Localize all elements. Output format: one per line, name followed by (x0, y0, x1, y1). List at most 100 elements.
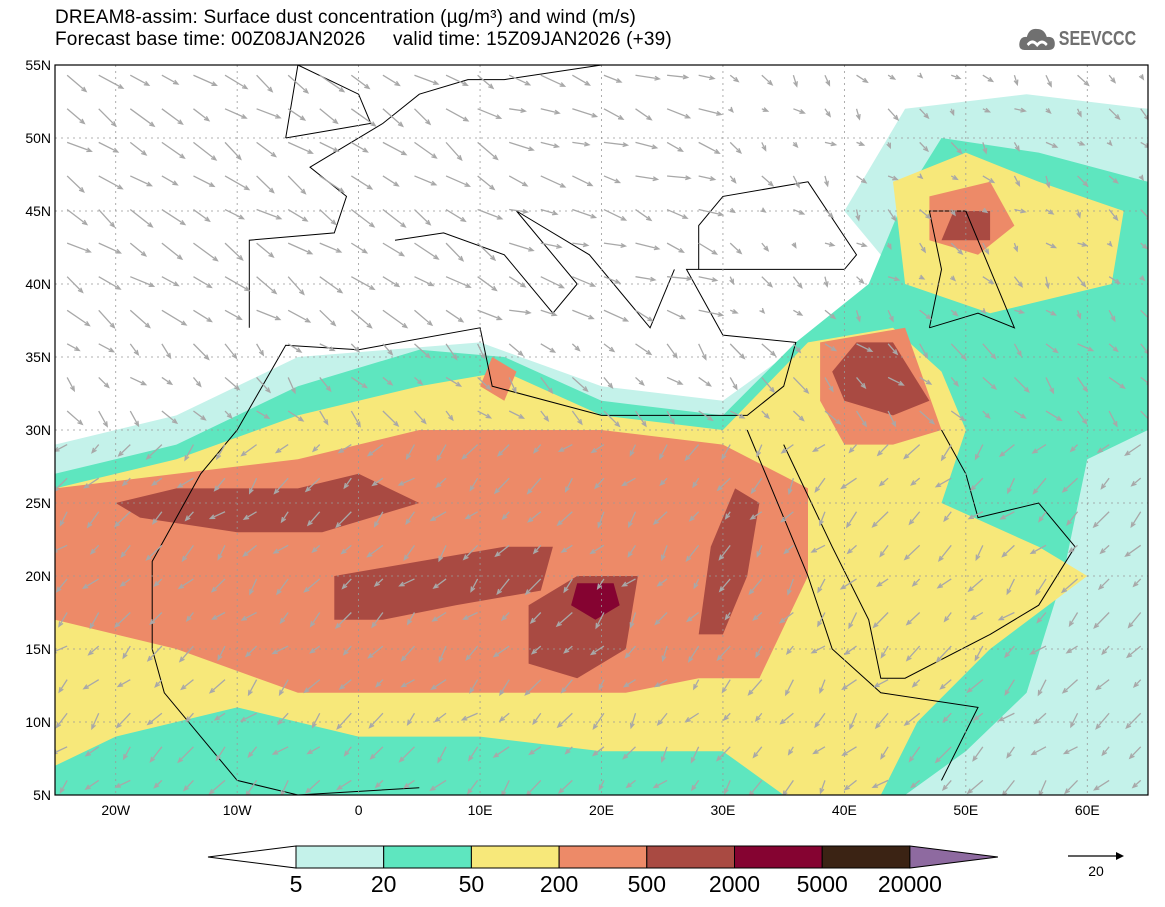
wind-arrow (382, 343, 394, 356)
wind-arrow (635, 108, 653, 121)
wind-arrow (215, 444, 226, 461)
wind-arrow (193, 74, 218, 87)
wind-arrow (256, 242, 275, 258)
wind-arrow (465, 645, 479, 662)
wind-arrow (942, 712, 952, 723)
wind-arrow (1125, 712, 1142, 730)
wind-arrow (787, 578, 794, 596)
wind-arrow (876, 444, 889, 457)
wind-arrow (935, 645, 952, 663)
wind-arrow (560, 544, 573, 553)
wind-arrow (247, 679, 258, 697)
wind-arrow (760, 207, 767, 213)
wind-arrow (950, 309, 959, 317)
wind-arrow (635, 74, 661, 81)
wind-arrow (445, 141, 463, 162)
wind-arrow (729, 207, 736, 214)
wind-arrow (1060, 578, 1078, 594)
wind-arrow (572, 175, 594, 187)
wind-arrow (903, 444, 921, 460)
wind-arrow (161, 276, 180, 287)
coastline (928, 210, 1016, 329)
wind-arrow (524, 578, 542, 596)
wind-arrow (382, 410, 400, 428)
wind-arrow (848, 612, 858, 630)
wind-arrow (161, 141, 186, 160)
wind-arrow (129, 309, 151, 329)
wind-arrow (880, 645, 889, 659)
wind-arrow (936, 578, 952, 589)
wind-arrow (429, 511, 447, 522)
wind-arrow (950, 377, 960, 387)
wind-arrow (698, 276, 719, 283)
wind-arrow (1044, 276, 1050, 290)
wind-arrow (374, 779, 384, 789)
wind-arrow (210, 578, 226, 593)
wind-arrow (652, 511, 668, 526)
dust-level-500 (941, 211, 991, 241)
wind-arrow (685, 544, 700, 563)
wind-arrow (245, 780, 258, 795)
wind-arrow (1138, 174, 1144, 182)
wind-arrow (153, 578, 163, 588)
wind-arrow (591, 746, 605, 757)
wind-arrow (729, 242, 743, 255)
wind-arrow (1062, 746, 1078, 755)
wind-key-arrowhead (1116, 852, 1124, 860)
wind-arrow (603, 377, 614, 389)
wind-arrow (477, 376, 492, 391)
latitude-label: 20N (25, 568, 51, 584)
wind-arrow (982, 107, 992, 113)
wind-arrow (1014, 410, 1027, 419)
wind-arrow (1068, 612, 1079, 628)
wind-arrow (1065, 645, 1078, 654)
wind-arrow (981, 207, 989, 214)
wind-arrow (431, 611, 447, 622)
wind-arrow (635, 141, 659, 150)
wind-arrow (116, 679, 131, 688)
wind-arrow (939, 679, 952, 690)
wind-arrow (1045, 74, 1052, 88)
wind-arrow (224, 410, 233, 419)
wind-arrow (950, 275, 957, 282)
wind-arrow (500, 612, 510, 622)
longitude-label: 0 (355, 802, 363, 818)
wind-arrow (780, 444, 794, 454)
wind-arrow (287, 108, 307, 121)
wind-arrow (98, 309, 116, 329)
wind-arrow (319, 175, 345, 193)
wind-arrow (508, 377, 517, 394)
wind-arrow (434, 712, 447, 723)
wind-arrow (181, 544, 194, 563)
wind-arrow (1036, 612, 1047, 624)
wind-arrow (722, 712, 731, 722)
wind-arrow (319, 410, 329, 426)
wind-arrow (1108, 74, 1117, 84)
wind-arrow (1140, 242, 1148, 250)
wind-arrow (887, 410, 897, 428)
wind-arrow (436, 444, 447, 462)
wind-key: 20 (1068, 852, 1124, 879)
wind-arrow (997, 611, 1015, 621)
wind-arrow (1013, 175, 1021, 188)
wind-arrow (747, 679, 763, 696)
wind-arrow (1061, 477, 1079, 493)
wind-arrow (342, 645, 352, 656)
latitude-label: 55N (25, 57, 51, 73)
wind-arrow (824, 309, 837, 320)
wind-arrow (151, 511, 163, 525)
wind-arrow (303, 578, 321, 593)
wind-arrow (532, 712, 542, 726)
wind-arrow (982, 343, 997, 360)
wind-arrow (856, 242, 868, 248)
wind-arrow (1045, 242, 1058, 249)
wind-arrow (217, 545, 226, 561)
wind-arrow (666, 309, 687, 320)
wind-arrow (414, 276, 435, 287)
wind-arrow (224, 208, 246, 220)
wind-arrow (382, 376, 394, 386)
wind-arrow (287, 175, 307, 195)
wind-arrow (886, 242, 892, 251)
wind-arrow (1045, 175, 1051, 189)
